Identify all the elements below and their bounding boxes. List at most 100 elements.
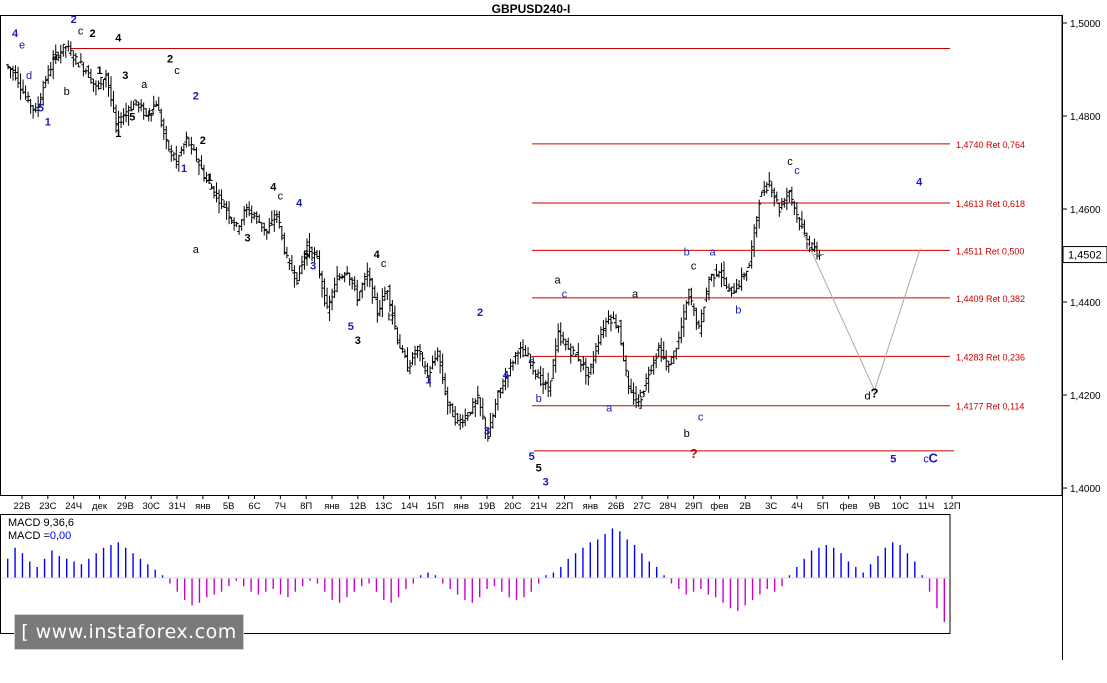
macd-panel-frame bbox=[0, 514, 951, 634]
macd-value-prefix: MACD = bbox=[8, 530, 50, 542]
ohlc-bar bbox=[46, 65, 51, 84]
ohlc-bar bbox=[402, 349, 407, 359]
ohlc-bar bbox=[189, 136, 194, 155]
x-tick-label: 30С bbox=[142, 501, 160, 512]
ohlc-bar bbox=[681, 304, 686, 338]
ohlc-bar bbox=[78, 53, 83, 64]
ohlc-bar bbox=[782, 197, 787, 208]
x-tick-label: фев bbox=[840, 501, 858, 512]
ohlc-bar bbox=[86, 65, 91, 79]
ohlc-bar bbox=[234, 221, 239, 228]
macd-histogram bbox=[6, 528, 946, 622]
ohlc-bar bbox=[392, 305, 397, 330]
ohlc-bar bbox=[435, 347, 440, 362]
y-tick-label: 1,4800 bbox=[1070, 112, 1101, 123]
wave-label: 3 bbox=[355, 335, 361, 347]
wave-label: b bbox=[148, 107, 154, 119]
ohlc-bar bbox=[68, 41, 73, 56]
ohlc-bar bbox=[676, 331, 681, 350]
ohlc-bar bbox=[224, 201, 229, 220]
ohlc-bar bbox=[762, 181, 767, 196]
ohlc-bar bbox=[299, 255, 304, 275]
price-chart[interactable]: 1,4000 1,4200 1,4400 1,4600 1,4800 1,5000 22В 2… bbox=[0, 0, 1107, 663]
ohlc-bar bbox=[277, 210, 282, 229]
wave-label: 5 bbox=[38, 102, 44, 114]
x-tick-label: янв bbox=[583, 501, 598, 512]
ohlc-bar bbox=[769, 181, 774, 198]
ohlc-bar bbox=[267, 217, 272, 234]
ohlc-bar bbox=[706, 276, 711, 301]
ohlc-bar bbox=[124, 102, 129, 123]
ohlc-bar bbox=[742, 272, 747, 280]
ohlc-bar bbox=[423, 360, 428, 375]
ohlc-bar bbox=[556, 323, 561, 353]
ohlc-bar bbox=[367, 267, 372, 288]
ohlc-bar bbox=[581, 355, 586, 371]
ohlc-bar bbox=[453, 406, 458, 426]
ohlc-bar bbox=[734, 278, 739, 293]
wave-label: 3 bbox=[244, 233, 250, 245]
wave-label: a bbox=[141, 79, 148, 91]
ohlc-bar bbox=[779, 197, 784, 210]
ohlc-bar bbox=[747, 262, 752, 268]
ohlc-bar bbox=[272, 210, 277, 232]
ohlc-bar bbox=[616, 325, 621, 333]
ohlc-bar bbox=[772, 187, 777, 207]
x-tick-label: 15П bbox=[427, 501, 445, 512]
ohlc-bar bbox=[66, 40, 71, 52]
ohlc-bar bbox=[802, 219, 807, 237]
ohlc-bar bbox=[651, 355, 656, 375]
ohlc-bar bbox=[812, 238, 817, 253]
current-price-box bbox=[1062, 246, 1107, 264]
ohlc-bar bbox=[413, 345, 417, 366]
ohlc-bar bbox=[146, 110, 151, 122]
ohlc-bar bbox=[327, 295, 332, 322]
ohlc-bar bbox=[259, 222, 264, 232]
wave-label: c bbox=[381, 258, 387, 270]
ohlc-bar bbox=[510, 360, 515, 371]
ohlc-bar bbox=[465, 412, 470, 422]
ohlc-bar bbox=[136, 101, 141, 113]
wave-label: 1 bbox=[96, 65, 102, 77]
ohlc-bar bbox=[503, 367, 508, 391]
wave-label: c bbox=[923, 453, 929, 465]
wave-label: b bbox=[64, 86, 70, 98]
ohlc-bar bbox=[631, 382, 636, 405]
ohlc-bar bbox=[209, 183, 214, 190]
ohlc-bar bbox=[91, 78, 96, 92]
x-tick-label: 27С bbox=[633, 501, 651, 512]
wave-label: 4 bbox=[374, 249, 381, 261]
wave-label: 1 bbox=[425, 374, 431, 386]
ohlc-bar bbox=[13, 65, 18, 81]
ohlc-bar bbox=[722, 261, 727, 286]
ohlc-bar bbox=[669, 355, 674, 366]
ohlc-bar bbox=[166, 140, 171, 152]
ohlc-bar bbox=[558, 322, 563, 346]
ohlc-bar bbox=[212, 186, 217, 199]
ohlc-bar bbox=[176, 154, 181, 172]
ohlc-bar bbox=[144, 107, 149, 118]
ohlc-bar bbox=[576, 342, 581, 362]
ohlc-bar bbox=[395, 327, 400, 345]
ohlc-bar bbox=[320, 270, 325, 298]
ohlc-bar bbox=[350, 277, 355, 290]
wave-label: e bbox=[19, 40, 25, 52]
ohlc-bar bbox=[287, 258, 292, 270]
ohlc-bar bbox=[543, 380, 548, 390]
ohlc-bar bbox=[749, 240, 754, 269]
ohlc-bar bbox=[28, 98, 33, 114]
ohlc-bar bbox=[254, 211, 259, 224]
ohlc-bar bbox=[279, 225, 284, 241]
ohlc-bar bbox=[716, 270, 721, 278]
x-tick-label: 22П bbox=[556, 501, 574, 512]
ohlc-bar bbox=[51, 50, 56, 80]
wave-label: a bbox=[193, 244, 200, 256]
ohlc-bar bbox=[337, 273, 342, 281]
ohlc-bar bbox=[372, 285, 377, 299]
ohlc-bar bbox=[325, 287, 330, 309]
ohlc-bar bbox=[468, 412, 473, 416]
ohlc-bar bbox=[217, 189, 222, 214]
ohlc-bar bbox=[139, 99, 144, 112]
ohlc-bar bbox=[654, 353, 659, 369]
ohlc-bar bbox=[460, 414, 465, 428]
